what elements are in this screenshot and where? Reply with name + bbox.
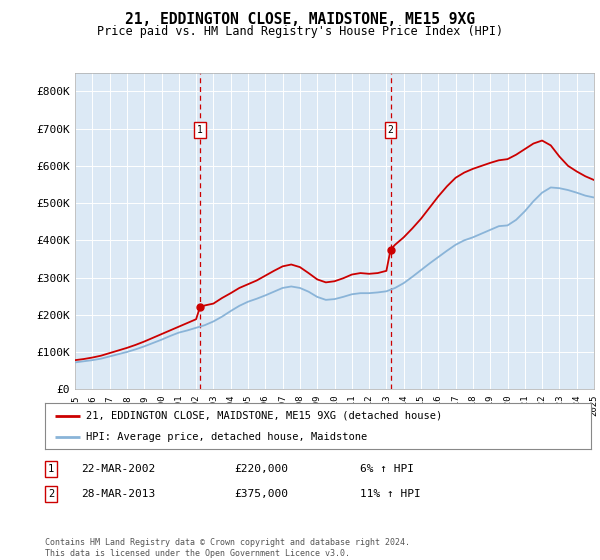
Text: 2: 2 [388,125,394,135]
Text: 6% ↑ HPI: 6% ↑ HPI [360,464,414,474]
Text: 21, EDDINGTON CLOSE, MAIDSTONE, ME15 9XG: 21, EDDINGTON CLOSE, MAIDSTONE, ME15 9XG [125,12,475,27]
Text: £220,000: £220,000 [234,464,288,474]
Text: 28-MAR-2013: 28-MAR-2013 [81,489,155,499]
Text: Contains HM Land Registry data © Crown copyright and database right 2024.
This d: Contains HM Land Registry data © Crown c… [45,538,410,558]
Text: Price paid vs. HM Land Registry's House Price Index (HPI): Price paid vs. HM Land Registry's House … [97,25,503,38]
Text: 11% ↑ HPI: 11% ↑ HPI [360,489,421,499]
Text: £375,000: £375,000 [234,489,288,499]
Text: 22-MAR-2002: 22-MAR-2002 [81,464,155,474]
Text: 21, EDDINGTON CLOSE, MAIDSTONE, ME15 9XG (detached house): 21, EDDINGTON CLOSE, MAIDSTONE, ME15 9XG… [86,410,442,421]
Text: HPI: Average price, detached house, Maidstone: HPI: Average price, detached house, Maid… [86,432,367,442]
Text: 1: 1 [197,125,203,135]
Text: 2: 2 [48,489,54,499]
Text: 1: 1 [48,464,54,474]
